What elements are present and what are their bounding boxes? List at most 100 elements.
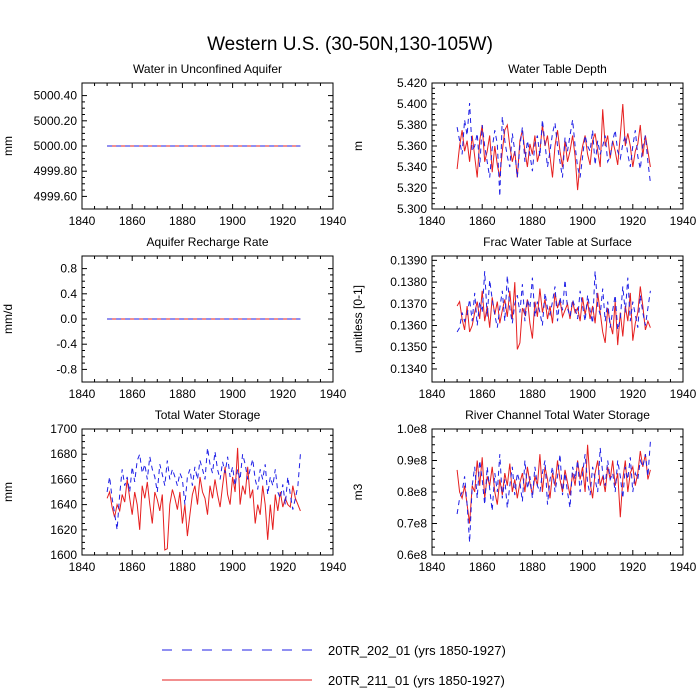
- y-axis-label: mm: [1, 482, 15, 502]
- y-tick-label: -0.8: [56, 362, 77, 376]
- y-tick-label: 0.8: [60, 262, 77, 276]
- x-tick-label: 1840: [419, 214, 446, 228]
- x-tick-label: 1920: [619, 387, 646, 401]
- y-tick-label: 0.1340: [390, 362, 427, 376]
- y-tick-label: 0.1370: [390, 297, 427, 311]
- y-tick-label: 1660: [50, 472, 77, 486]
- series-line-202: [106, 447, 301, 530]
- y-tick-label: 1.0e8: [397, 422, 427, 436]
- x-tick-label: 1940: [670, 214, 697, 228]
- y-axis-label: m3: [351, 483, 365, 500]
- y-tick-label: 1620: [50, 523, 77, 537]
- x-tick-label: 1920: [269, 214, 296, 228]
- y-tick-label: 0.6e8: [397, 548, 427, 562]
- series-line-211: [456, 282, 651, 350]
- y-tick-label: 1640: [50, 498, 77, 512]
- x-tick-label: 1940: [670, 560, 697, 574]
- x-tick-label: 1860: [119, 560, 146, 574]
- panel-title: River Channel Total Water Storage: [465, 408, 650, 422]
- x-tick-label: 1860: [469, 560, 496, 574]
- y-tick-label: 5.380: [397, 118, 427, 132]
- series-line-211: [106, 447, 301, 551]
- x-tick-label: 1920: [269, 387, 296, 401]
- y-tick-label: 5.340: [397, 160, 427, 174]
- y-tick-label: 0.0: [60, 312, 77, 326]
- y-tick-label: 4999.80: [34, 164, 78, 178]
- y-tick-label: 0.1360: [390, 319, 427, 333]
- y-tick-label: 0.9e8: [397, 454, 427, 468]
- y-axis-label: m: [351, 141, 365, 151]
- y-axis-label: unitless [0-1]: [351, 285, 365, 353]
- x-tick-label: 1880: [169, 560, 196, 574]
- y-tick-label: 5.320: [397, 181, 427, 195]
- y-axis-label: mm: [1, 136, 15, 156]
- x-tick-label: 1840: [69, 214, 96, 228]
- y-tick-label: 0.1350: [390, 340, 427, 354]
- y-axis-label: mm/d: [1, 304, 15, 334]
- panel-4: Frac Water Table at Surface unitless [0-1…: [351, 235, 697, 401]
- y-tick-label: 5.300: [397, 202, 427, 216]
- panel-2: Water Table Depth m 1840 1860 1880 1900 1920 19…: [351, 62, 697, 228]
- x-tick-label: 1900: [219, 560, 246, 574]
- panel-title: Total Water Storage: [155, 408, 261, 422]
- main-title: Western U.S. (30-50N,130-105W): [207, 34, 493, 55]
- x-tick-label: 1840: [69, 387, 96, 401]
- x-tick-label: 1920: [269, 560, 296, 574]
- y-tick-label: 1600: [50, 548, 77, 562]
- x-tick-label: 1860: [119, 214, 146, 228]
- y-tick-label: 5.420: [397, 76, 427, 90]
- y-tick-label: 1700: [50, 422, 77, 436]
- panel-3: Aquifer Recharge Rate mm/d 1840 1860 1880 190…: [1, 235, 347, 401]
- x-tick-label: 1900: [569, 560, 596, 574]
- y-tick-label: 0.7e8: [397, 517, 427, 531]
- x-tick-label: 1940: [320, 560, 347, 574]
- y-tick-label: 5.360: [397, 139, 427, 153]
- x-tick-label: 1860: [469, 387, 496, 401]
- y-tick-label: 0.4: [60, 287, 77, 301]
- x-tick-label: 1900: [219, 214, 246, 228]
- y-tick-label: 1680: [50, 447, 77, 461]
- x-tick-label: 1840: [69, 560, 96, 574]
- x-tick-label: 1940: [670, 387, 697, 401]
- y-tick-label: 0.8e8: [397, 485, 427, 499]
- x-tick-label: 1900: [569, 214, 596, 228]
- y-tick-label: 0.1380: [390, 275, 427, 289]
- y-tick-label: 0.1390: [390, 253, 427, 267]
- panel-title: Aquifer Recharge Rate: [146, 235, 268, 249]
- panel-1: Water in Unconfined Aquifer mm 1840 1860 188…: [1, 62, 347, 228]
- panel-6: River Channel Total Water Storage m3 1840 1…: [351, 408, 697, 574]
- series-line-211: [456, 103, 651, 191]
- y-tick-label: 5000.40: [34, 89, 78, 103]
- x-tick-label: 1920: [619, 214, 646, 228]
- x-tick-label: 1860: [469, 214, 496, 228]
- legend: 20TR_202_01 (yrs 1850-1927) 20TR_211_01 …: [162, 643, 506, 688]
- legend-label-211: 20TR_211_01 (yrs 1850-1927): [328, 673, 505, 688]
- x-tick-label: 1880: [169, 214, 196, 228]
- y-tick-label: -0.4: [56, 337, 77, 351]
- x-tick-label: 1940: [320, 387, 347, 401]
- panel-5: Total Water Storage mm 1840 1860 1880 1900 192…: [1, 408, 347, 574]
- panels: Water in Unconfined Aquifer mm 1840 1860 188…: [1, 62, 697, 574]
- series-line-202: [456, 102, 651, 197]
- x-tick-label: 1920: [619, 560, 646, 574]
- x-tick-label: 1880: [519, 214, 546, 228]
- y-tick-label: 4999.60: [34, 189, 78, 203]
- y-tick-label: 5000.00: [34, 139, 78, 153]
- series-line-202: [456, 441, 651, 543]
- x-tick-label: 1840: [419, 560, 446, 574]
- x-tick-label: 1880: [519, 560, 546, 574]
- x-tick-label: 1940: [320, 214, 347, 228]
- legend-label-202: 20TR_202_01 (yrs 1850-1927): [328, 643, 506, 658]
- x-tick-label: 1840: [419, 387, 446, 401]
- x-tick-label: 1900: [219, 387, 246, 401]
- x-tick-label: 1900: [569, 387, 596, 401]
- x-tick-label: 1860: [119, 387, 146, 401]
- plot-frame: [81, 428, 334, 556]
- series-line-202: [456, 271, 651, 333]
- y-tick-label: 5.400: [397, 97, 427, 111]
- panel-title: Water in Unconfined Aquifer: [133, 62, 282, 76]
- x-tick-label: 1880: [519, 387, 546, 401]
- panel-title: Frac Water Table at Surface: [483, 235, 632, 249]
- panel-title: Water Table Depth: [508, 62, 607, 76]
